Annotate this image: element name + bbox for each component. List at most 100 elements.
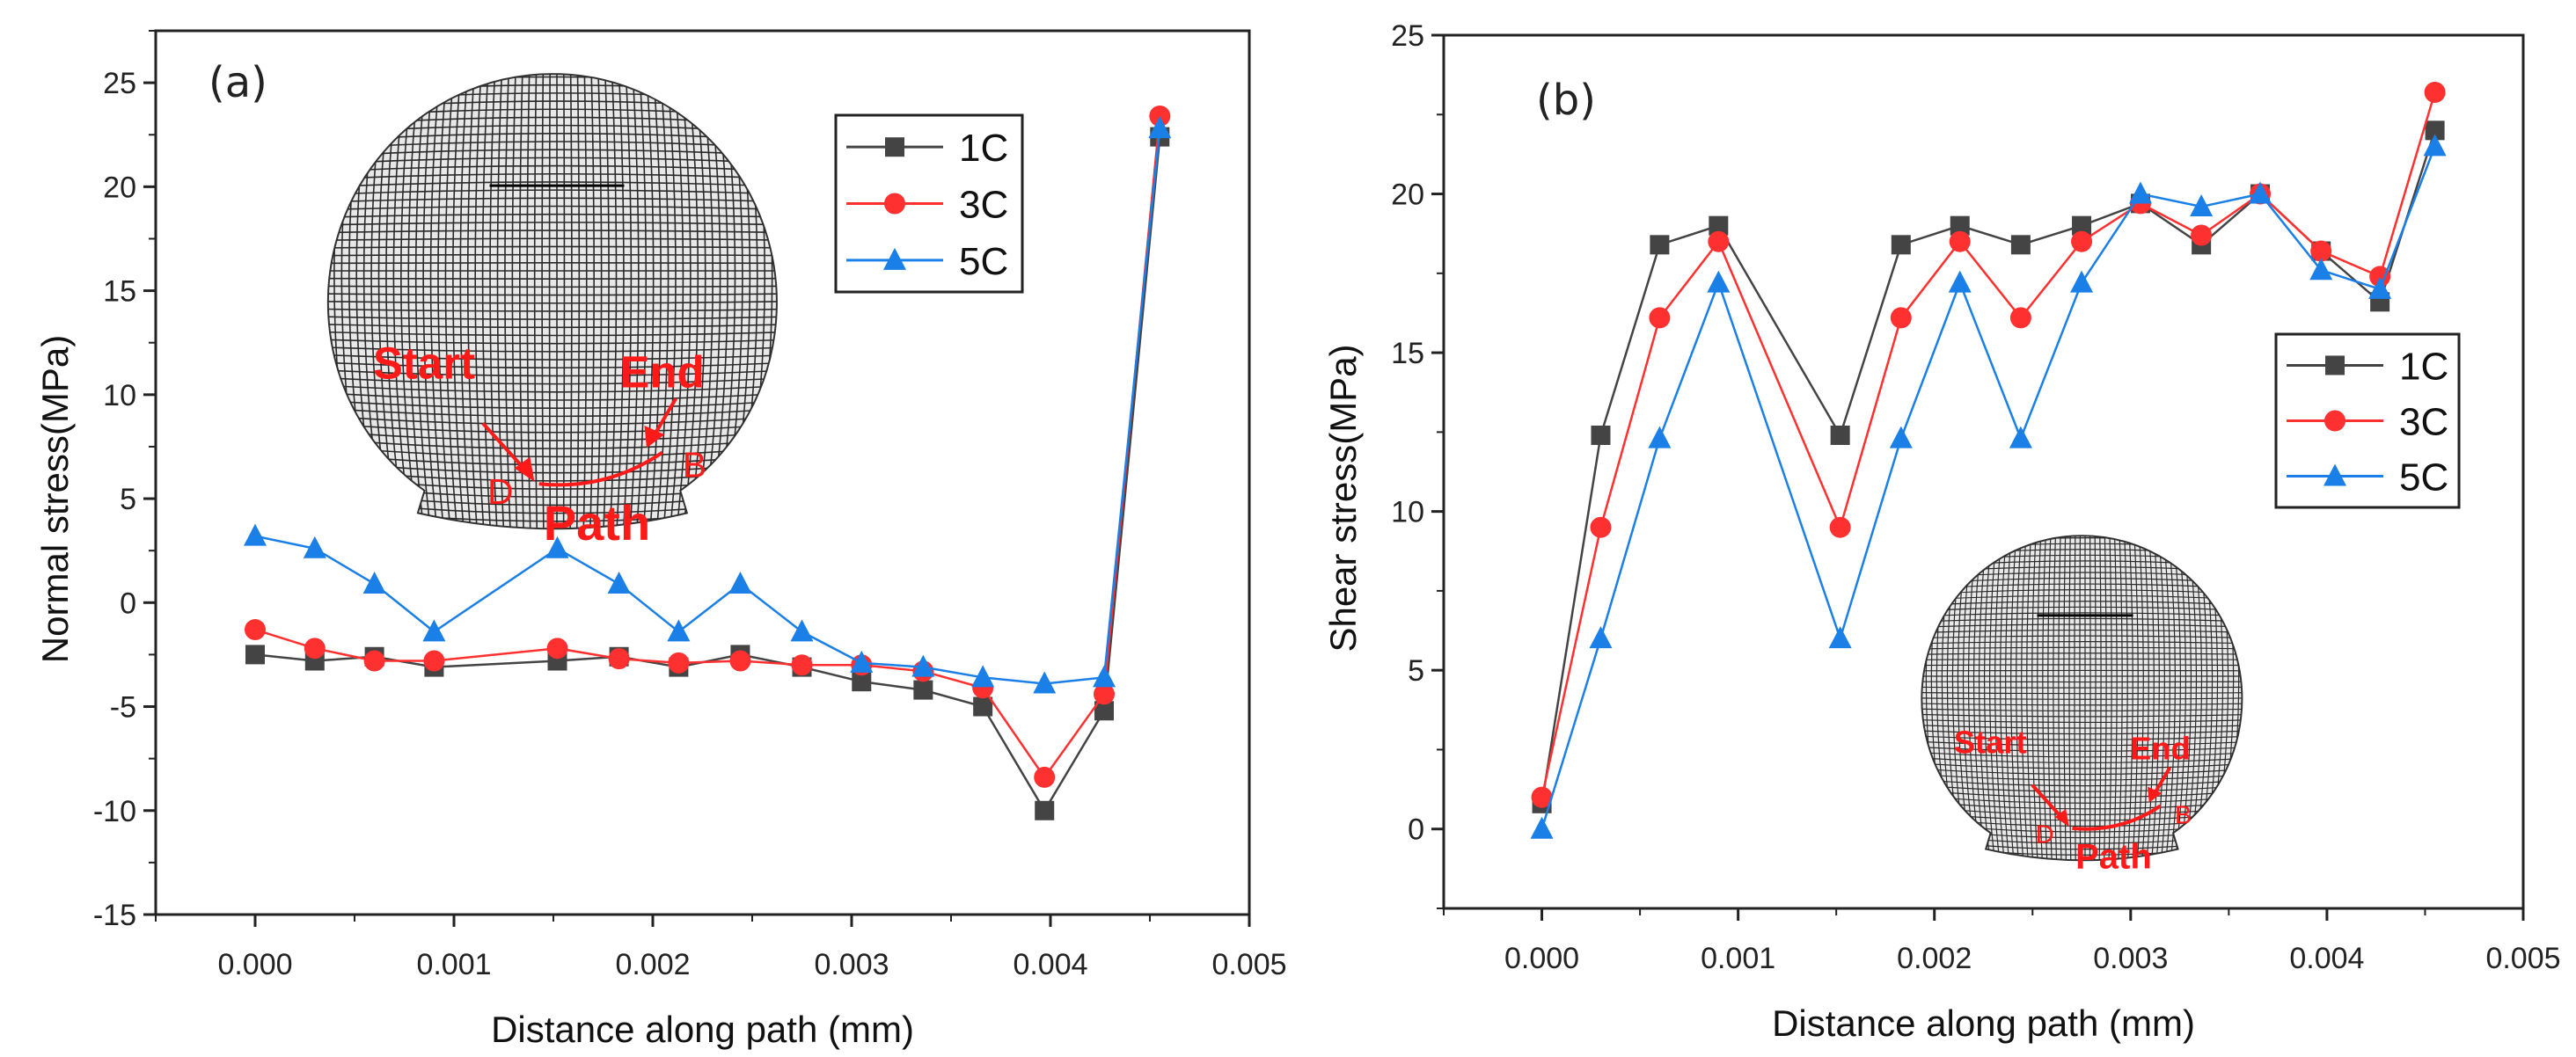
y-tick-label: 15: [103, 275, 136, 309]
x-tick-label: 0.002: [615, 948, 690, 981]
x-axis-title: Distance along path (mm): [1772, 1002, 2195, 1044]
data-point: [2424, 81, 2446, 103]
mesh-line: [2094, 536, 2097, 861]
inset-start-label: Start: [1954, 724, 2027, 760]
mesh-line: [2122, 536, 2128, 861]
data-point: [2310, 240, 2332, 262]
mesh-line: [548, 74, 552, 529]
legend: 1C 3C 5C: [2274, 332, 2461, 509]
mesh-line: [459, 74, 472, 529]
inset-b-label: B: [683, 445, 706, 485]
mesh-line: [311, 0, 804, 13]
mesh-line: [2245, 500, 2265, 869]
y-axis-title: Normal stress(MPa): [34, 335, 76, 663]
data-point: [545, 536, 569, 558]
mesh-line: [327, 331, 777, 337]
series-5C: [244, 116, 1172, 694]
data-point: [1035, 800, 1055, 820]
mesh-line: [781, 25, 809, 541]
mesh-line: [2089, 536, 2091, 861]
series-5C: [1530, 134, 2447, 839]
y-tick-label: 0: [1408, 813, 1424, 847]
legend-marker: [883, 247, 906, 270]
mesh-line: [311, 12, 804, 28]
mesh-line: [1921, 713, 2243, 718]
path-arc: [2072, 804, 2162, 831]
mesh-line: [1909, 486, 2261, 498]
mesh-line: [481, 74, 492, 529]
arrowhead-icon: [644, 425, 665, 448]
data-point: [1829, 516, 1851, 538]
inset-path-label: Path: [544, 495, 651, 550]
data-point: [546, 638, 568, 660]
path-arc: [538, 450, 663, 487]
data-point: [1949, 230, 1971, 252]
mesh-line: [1921, 746, 2243, 752]
mesh-line: [1921, 735, 2243, 740]
data-point: [1828, 626, 1852, 649]
data-point: [2009, 426, 2032, 448]
data-point: [2190, 193, 2214, 216]
mesh-line: [1921, 718, 2243, 724]
data-point: [1094, 683, 1116, 705]
data-point: [1889, 426, 1913, 448]
mesh-line: [615, 74, 625, 529]
data-point: [2249, 181, 2272, 204]
data-point: [2010, 235, 2031, 255]
mesh-line: [496, 74, 505, 529]
x-tick-label: 0.005: [2485, 942, 2560, 975]
mesh-line: [1921, 708, 2243, 711]
chart-b: 0.000 0.001 0.002 0.003 0.004 0.005 0 5 10 15 20 25…: [1322, 19, 2561, 1044]
mesh-line: [327, 338, 777, 345]
inset-b-label: B: [2175, 801, 2192, 829]
arrowhead-icon: [2147, 786, 2163, 803]
data-point: [245, 645, 265, 665]
series-3C: [245, 105, 1171, 788]
x-axis-title: Distance along path (mm): [491, 1009, 914, 1050]
mesh-line: [773, 74, 777, 529]
mesh-grid: [1909, 480, 2265, 869]
mesh-line: [2240, 536, 2243, 861]
mesh-line: [2112, 536, 2118, 861]
legend-label: 1C: [959, 127, 1008, 170]
data-point: [2309, 258, 2333, 281]
data-point: [1531, 786, 1553, 808]
mesh-line: [2047, 536, 2053, 861]
data-point: [1707, 270, 1731, 293]
data-point: [1589, 626, 1613, 649]
data-point: [244, 523, 267, 546]
mesh-line: [311, 37, 804, 51]
data-point: [303, 536, 326, 558]
data-point: [1950, 215, 1970, 236]
mesh-line: [327, 368, 777, 377]
data-point: [728, 572, 752, 594]
mesh-line: [1921, 686, 2243, 689]
mesh-line: [327, 74, 777, 75]
mesh-line: [327, 277, 777, 280]
data-point: [2423, 134, 2447, 157]
legend-marker: [2324, 463, 2346, 486]
data-point: [971, 665, 995, 688]
data-point: [2369, 266, 2391, 288]
mesh-line: [2068, 536, 2072, 861]
mesh-line: [2026, 536, 2034, 861]
data-point: [911, 654, 935, 677]
data-point: [304, 638, 326, 660]
data-point: [1648, 426, 1672, 448]
data-point: [729, 650, 751, 672]
mesh-line: [1909, 480, 2261, 492]
mesh-line: [327, 414, 777, 426]
mesh-line: [2031, 536, 2039, 861]
data-point: [607, 572, 631, 594]
data-point: [1709, 215, 1729, 236]
mesh-inset: Start End B D Path: [1909, 480, 2265, 876]
data-point: [1591, 425, 1611, 445]
data-point: [1890, 307, 1912, 329]
mesh-line: [2021, 536, 2030, 861]
data-point: [2368, 276, 2392, 299]
x-tick-label: 0.003: [814, 948, 889, 981]
legend-marker: [2324, 410, 2345, 432]
mesh-line: [1921, 724, 2243, 729]
mesh-line: [1921, 740, 2243, 747]
y-tick-label: 5: [120, 483, 136, 516]
